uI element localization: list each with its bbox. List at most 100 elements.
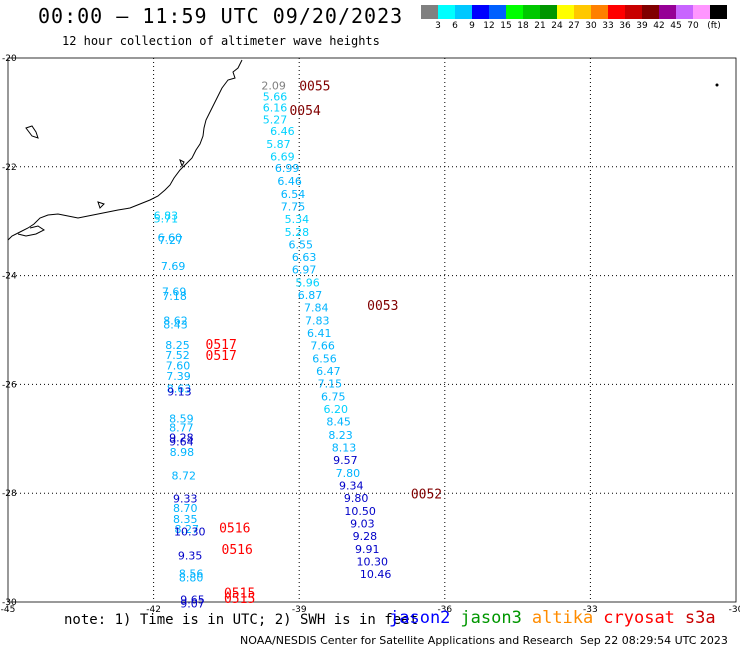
swh-value: 6.83 <box>154 210 179 223</box>
pass-label: 0516 <box>222 543 253 558</box>
swh-value: 7.60 <box>166 360 191 373</box>
swh-value: 9.65 <box>180 594 205 607</box>
pass-label: 0517 <box>206 349 237 364</box>
legend-label: 3 <box>435 21 441 31</box>
swh-value: 8.35 <box>173 513 198 526</box>
map-frame <box>7 57 737 603</box>
swh-value: 7.52 <box>165 349 190 362</box>
swh-value: 9.28 <box>353 530 378 543</box>
pass-label: 0052 <box>411 488 442 503</box>
swh-value: 9.03 <box>350 517 375 530</box>
legend-label: 15 <box>500 21 512 31</box>
footer-timestamp: Sep 22 08:29:54 UTC 2023 <box>580 634 728 647</box>
swh-value: 9.33 <box>173 492 198 505</box>
swh-value: 8.62 <box>163 315 188 328</box>
swh-value: 6.75 <box>321 391 346 404</box>
satellite-jason3: jason3 <box>460 608 522 628</box>
swh-value: 8.25 <box>165 339 190 352</box>
legend-swatch <box>625 5 642 19</box>
legend-label: 24 <box>551 21 563 31</box>
swh-value: 7.27 <box>158 234 183 247</box>
pass-label: 0055 <box>299 80 330 95</box>
legend-swatch <box>472 5 489 19</box>
swh-value: 6.63 <box>292 251 317 264</box>
swh-value: 6.20 <box>323 403 348 416</box>
swh-value: 10.30 <box>174 526 206 539</box>
legend-swatch <box>557 5 574 19</box>
swh-value: 6.16 <box>263 101 288 114</box>
swh-value: 7.15 <box>318 378 343 391</box>
legend-label: 27 <box>568 21 580 31</box>
swh-value: 8.59 <box>169 412 194 425</box>
swh-value: 6.47 <box>316 365 341 378</box>
legend-label: 45 <box>670 21 682 31</box>
swh-value: 10.46 <box>360 568 392 581</box>
swh-value: 5.87 <box>266 138 291 151</box>
swh-value: 6.99 <box>275 162 300 175</box>
swh-value: 9.64 <box>169 435 194 448</box>
swh-value: 9.57 <box>333 454 358 467</box>
swh-value: 6.55 <box>289 238 314 251</box>
swh-value: 6.46 <box>270 125 295 138</box>
satellite-altika: altika <box>531 608 594 628</box>
legend-swatch <box>676 5 693 19</box>
island <box>179 159 185 168</box>
pass-label: 0054 <box>289 104 320 119</box>
swh-value: 6.46 <box>277 175 302 188</box>
swh-value: 5.27 <box>263 113 288 126</box>
lon-label: -45 <box>1 605 16 615</box>
legend-label: 33 <box>602 21 614 31</box>
lat-label: -24 <box>2 272 17 282</box>
note-text: note: 1) Time is in UTC; 2) SWH is in fe… <box>64 612 419 628</box>
swh-value: 8.13 <box>332 441 357 454</box>
swh-value: 5.28 <box>285 226 310 239</box>
legend-label: 30 <box>585 21 597 31</box>
swh-value: 8.63 <box>167 383 192 396</box>
satellite-jason2: jason2 <box>389 608 451 628</box>
legend-swatch <box>693 5 710 19</box>
swh-value: 8.56 <box>179 568 204 581</box>
swh-value: 8.43 <box>163 318 188 331</box>
swh-value: 5.71 <box>154 212 179 225</box>
lon-label: -36 <box>437 605 452 615</box>
legend-swatch <box>642 5 659 19</box>
swh-value: 10.50 <box>344 505 376 518</box>
legend-label: 36 <box>619 21 631 31</box>
pass-label: 0515 <box>224 592 255 607</box>
swh-value: 6.56 <box>312 353 337 366</box>
swh-values: 2.095.666.165.276.465.876.696.996.466.54… <box>154 80 392 611</box>
swh-value: 7.75 <box>281 200 306 213</box>
lat-label: -22 <box>2 163 17 173</box>
pass-label: 0517 <box>206 338 237 353</box>
lat-label: -26 <box>2 380 17 390</box>
swh-value: 2.09 <box>261 80 286 93</box>
satellite-legend: jason2 jason3 altika cryosat s3a <box>389 608 726 628</box>
legend-swatch <box>421 5 438 19</box>
swh-value: 6.97 <box>292 263 317 276</box>
legend-swatch <box>489 5 506 19</box>
legend-label: 70 <box>687 21 699 31</box>
legend-label: 9 <box>469 21 475 31</box>
lon-label: -30 <box>729 605 740 615</box>
swh-value: 7.84 <box>304 302 329 315</box>
legend-label: (ft) <box>707 21 721 31</box>
legend-swatch <box>659 5 676 19</box>
swh-value: 8.98 <box>170 446 195 459</box>
coastline <box>7 59 719 241</box>
brazil-coastline <box>7 59 243 241</box>
island <box>715 83 719 87</box>
legend-swatch <box>574 5 591 19</box>
satellite-cryosat: cryosat <box>603 608 675 628</box>
swh-value: 10.30 <box>356 556 388 569</box>
swh-value: 7.39 <box>166 370 191 383</box>
legend-swatch <box>455 5 472 19</box>
swh-value: 9.35 <box>178 550 203 563</box>
legend-swatch <box>523 5 540 19</box>
swh-value: 7.66 <box>310 340 335 353</box>
map-subtitle: 12 hour collection of altimeter wave hei… <box>62 34 380 48</box>
legend-swatch <box>591 5 608 19</box>
swh-value: 9.13 <box>167 385 192 398</box>
legend-label: 39 <box>636 21 648 31</box>
swh-value: 7.80 <box>336 467 361 480</box>
